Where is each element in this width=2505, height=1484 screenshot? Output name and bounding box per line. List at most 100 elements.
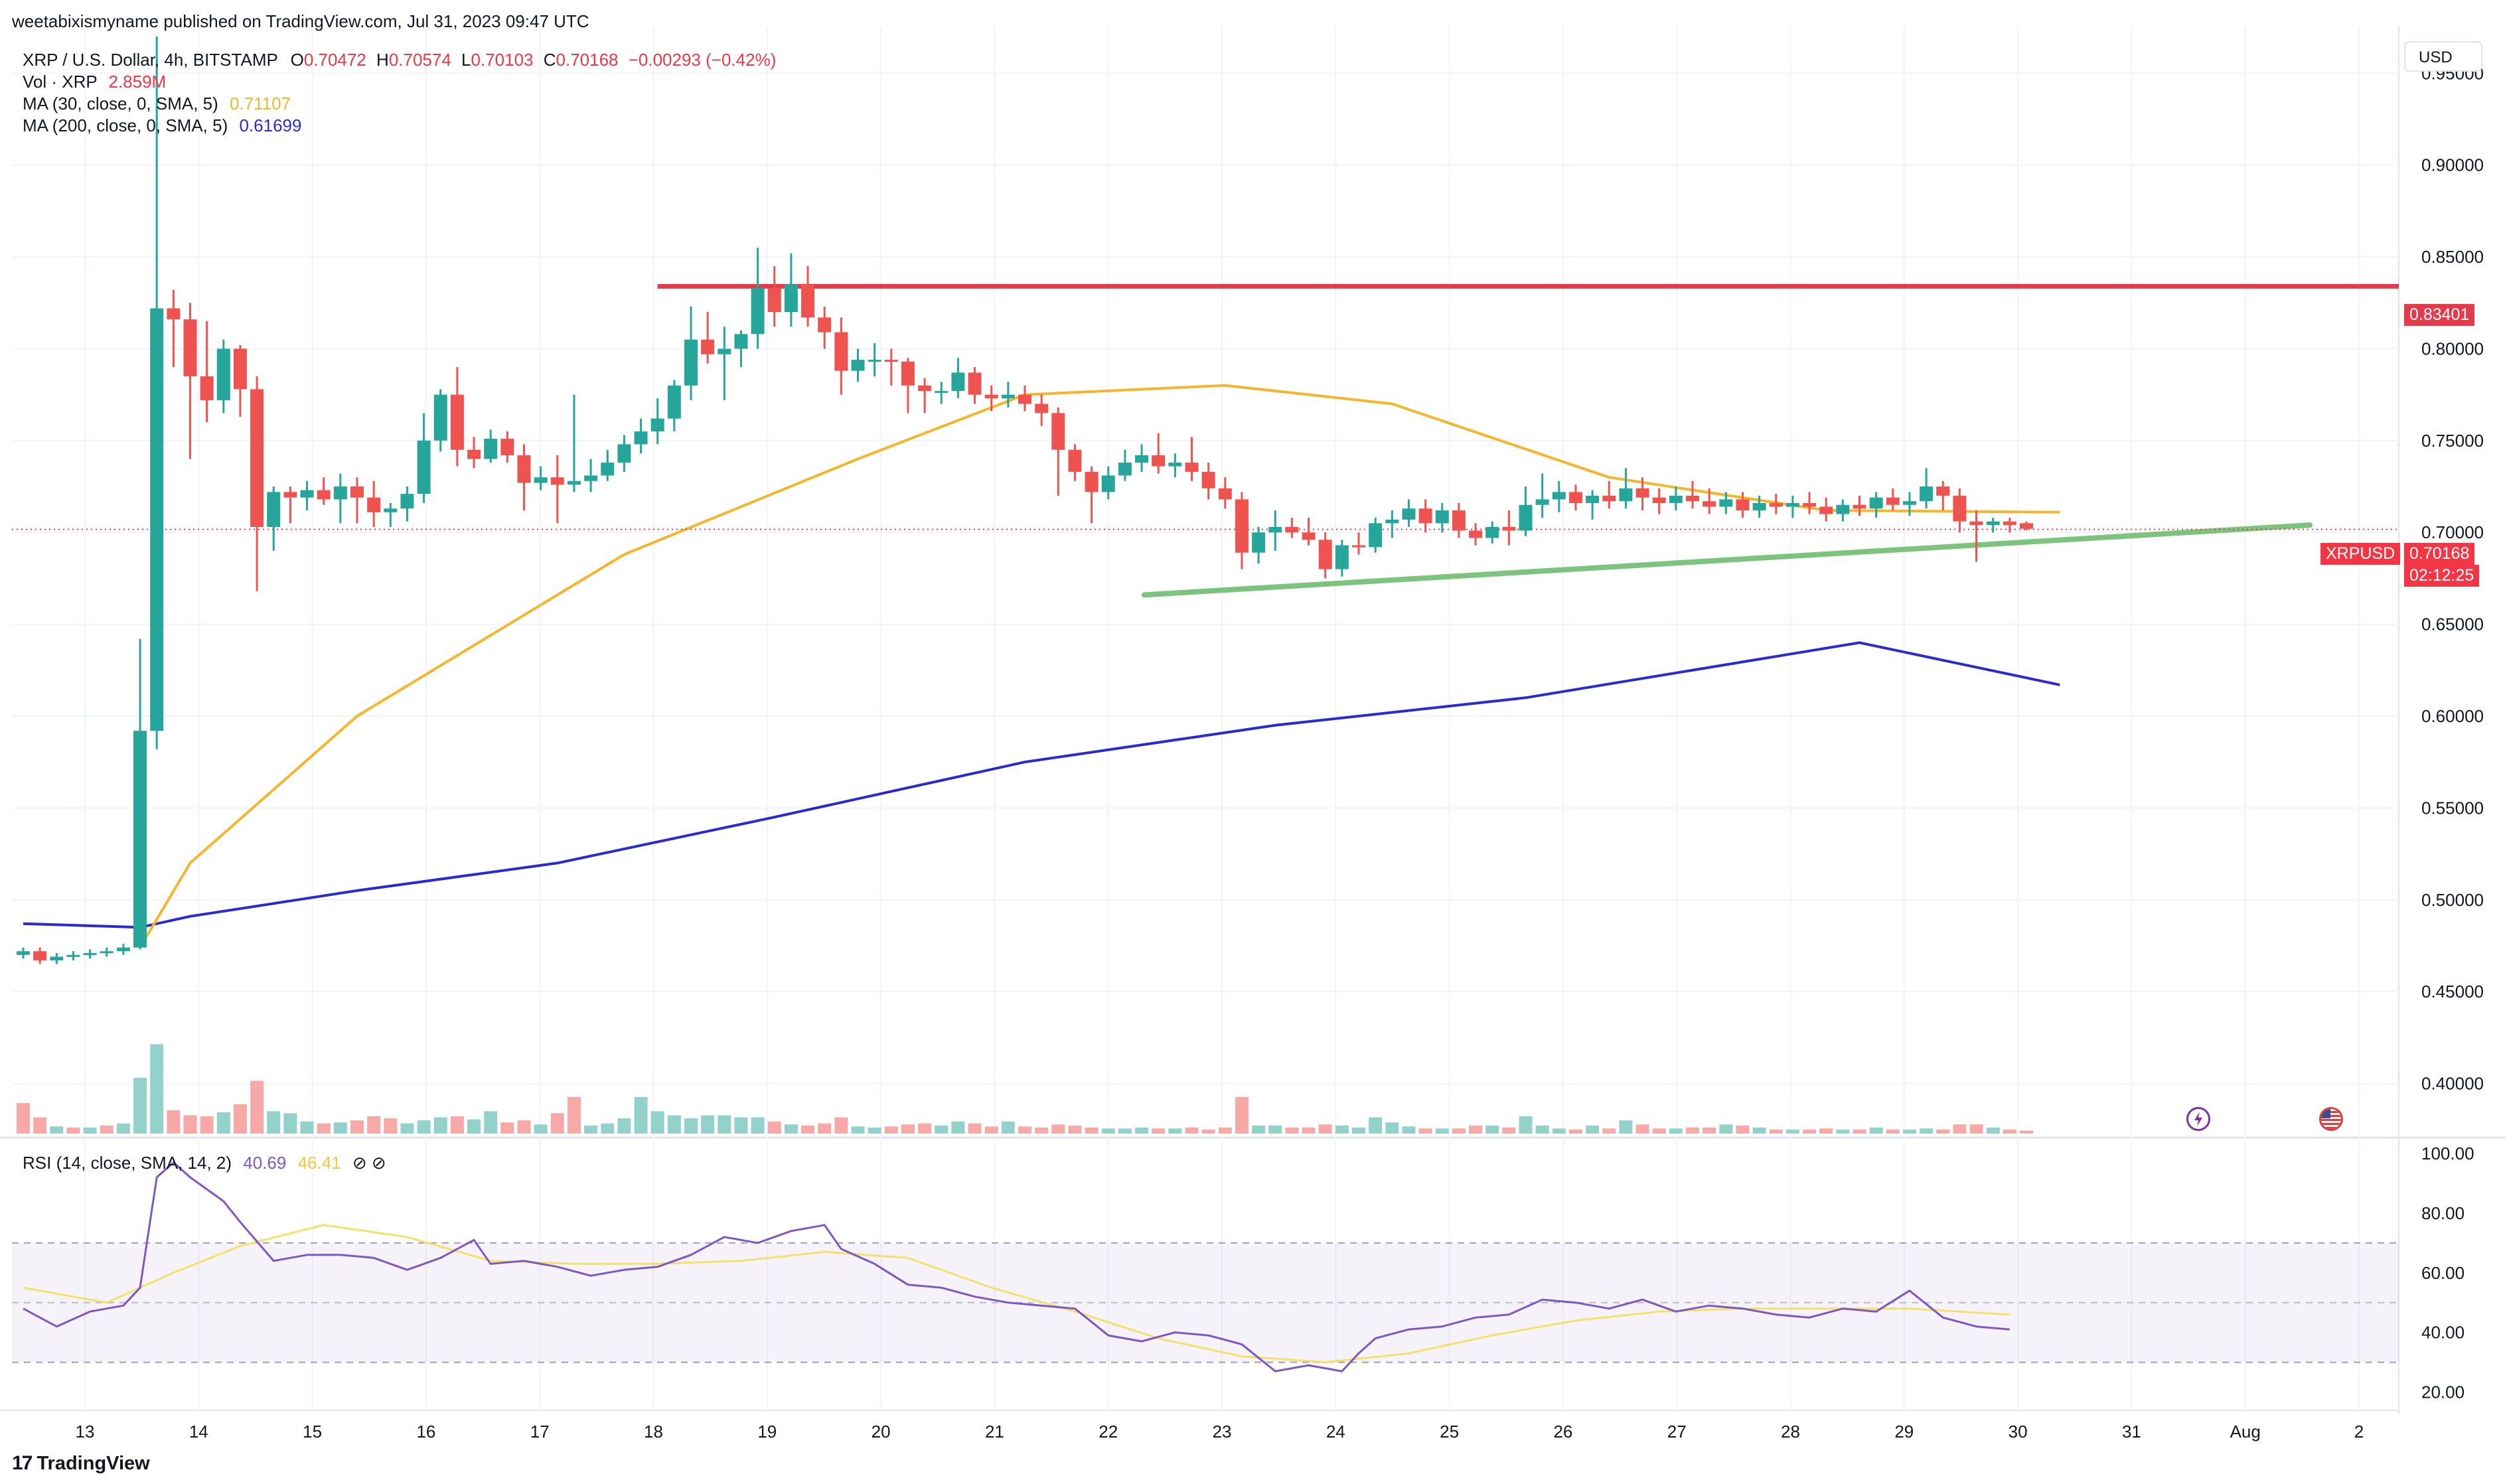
candle-body (1035, 404, 1049, 413)
candle-body (167, 308, 181, 320)
price-tick-label: 0.55000 (2421, 798, 2484, 818)
volume-bar (367, 1116, 381, 1134)
time-tick-label: 27 (1667, 1422, 1687, 1442)
candle-body (116, 947, 130, 952)
time-tick-label: 30 (2009, 1422, 2028, 1442)
volume-bar (734, 1117, 748, 1134)
support-line (1142, 522, 2313, 598)
candle-body (818, 317, 832, 333)
rsi-tick-label: 100.00 (2421, 1144, 2474, 1163)
volume-bar (1185, 1127, 1199, 1134)
symbol-title[interactable]: XRP / U.S. Dollar, 4h, BITSTAMP (23, 50, 278, 70)
volume-legend-label[interactable]: Vol · XRP (23, 72, 98, 92)
candle-body (1369, 523, 1383, 548)
tradingview-logo[interactable]: 17 TradingView (12, 1452, 150, 1475)
candle-body (1836, 504, 1850, 514)
candle-body (1001, 394, 1015, 399)
candle (1018, 385, 1031, 411)
candle-body (1335, 545, 1349, 569)
candle (1185, 437, 1199, 481)
volume-bar (450, 1116, 464, 1134)
candle (984, 385, 998, 411)
ma30-legend-label[interactable]: MA (30, close, 0, SMA, 5) (23, 94, 218, 113)
price-tick-label: 0.75000 (2421, 431, 2484, 451)
candle-body (367, 497, 381, 512)
candle-body (534, 477, 548, 483)
candle (33, 947, 47, 964)
candle-body (317, 490, 331, 500)
volume-bar (567, 1096, 581, 1134)
last-price-tag: 0.70168 (2404, 543, 2475, 565)
candle-body (901, 361, 915, 386)
candle (350, 477, 364, 524)
candle-body (1669, 495, 1683, 503)
time-tick-label: 22 (1099, 1422, 1118, 1442)
candle (1602, 481, 1616, 509)
volume-bar (1168, 1128, 1182, 1134)
volume-bar (484, 1111, 498, 1134)
candle (1853, 495, 1866, 516)
volume-bar (1752, 1127, 1766, 1134)
candle (1485, 521, 1499, 544)
volume-bar (1502, 1127, 1516, 1134)
volume-bar (1969, 1124, 1983, 1134)
candle-body (1218, 488, 1232, 500)
candle-body (1101, 475, 1115, 492)
candle (150, 37, 164, 749)
candle-body (951, 372, 965, 392)
volume-bar (350, 1120, 364, 1134)
rsi-legend-label[interactable]: RSI (14, close, SMA, 14, 2) (23, 1153, 232, 1173)
candle (1836, 499, 1850, 522)
candle (333, 473, 347, 524)
volume-bar (1418, 1128, 1432, 1134)
volume-bar (216, 1112, 230, 1134)
candle (650, 398, 664, 445)
volume-bar (1352, 1127, 1365, 1134)
candle-body (1819, 506, 1833, 514)
volume-bar (667, 1115, 681, 1134)
candle-body (467, 449, 481, 459)
candle-body (718, 348, 731, 354)
candle (701, 312, 715, 364)
candle (50, 953, 64, 964)
candle-body (1920, 486, 1934, 502)
volume-bar (1285, 1127, 1299, 1134)
candle (718, 327, 731, 400)
candle (1869, 492, 1883, 518)
candle-body (300, 490, 314, 498)
ma30-legend: MA (30, close, 0, SMA, 5) 0.71107 (23, 93, 291, 115)
rsi-tick-label: 40.00 (2421, 1323, 2465, 1343)
us-flag-icon[interactable] (2319, 1107, 2343, 1131)
volume-bar (601, 1123, 615, 1134)
candle (2003, 518, 2016, 533)
volume-bar (1936, 1129, 1950, 1134)
candle-body (183, 319, 197, 376)
lightning-icon[interactable] (2186, 1107, 2210, 1131)
rsi-legend-marker: ⊘ ⊘ (352, 1153, 386, 1173)
tv-logo-icon: 17 (12, 1452, 33, 1474)
candle (1285, 518, 1299, 538)
volume-bar (1252, 1125, 1266, 1134)
volume-bar (1051, 1124, 1065, 1134)
time-tick-label: 2 (2354, 1422, 2364, 1442)
publisher-line: weetabixismyname published on TradingVie… (12, 11, 589, 31)
time-tick-label: 29 (1894, 1422, 1914, 1442)
price-tick-label: 0.80000 (2421, 338, 2484, 358)
candle-body (601, 463, 615, 476)
price-tick-label: 0.40000 (2421, 1074, 2484, 1094)
volume-bar (1035, 1127, 1049, 1134)
volume-bar (1302, 1127, 1316, 1134)
candle (918, 378, 932, 413)
price-tick-label: 0.45000 (2421, 982, 2484, 1002)
volume-legend-value: 2.859M (108, 72, 167, 92)
candle (968, 367, 982, 404)
candle (233, 344, 247, 417)
time-tick-label: 31 (2122, 1422, 2141, 1442)
currency-button[interactable]: USD (2404, 41, 2482, 72)
candle-body (1435, 510, 1449, 524)
volume-bar (1201, 1129, 1215, 1134)
volume-bar (1135, 1127, 1149, 1134)
rsi-tick-label: 20.00 (2421, 1382, 2465, 1402)
ma200-legend-label[interactable]: MA (200, close, 0, SMA, 5) (23, 115, 228, 135)
